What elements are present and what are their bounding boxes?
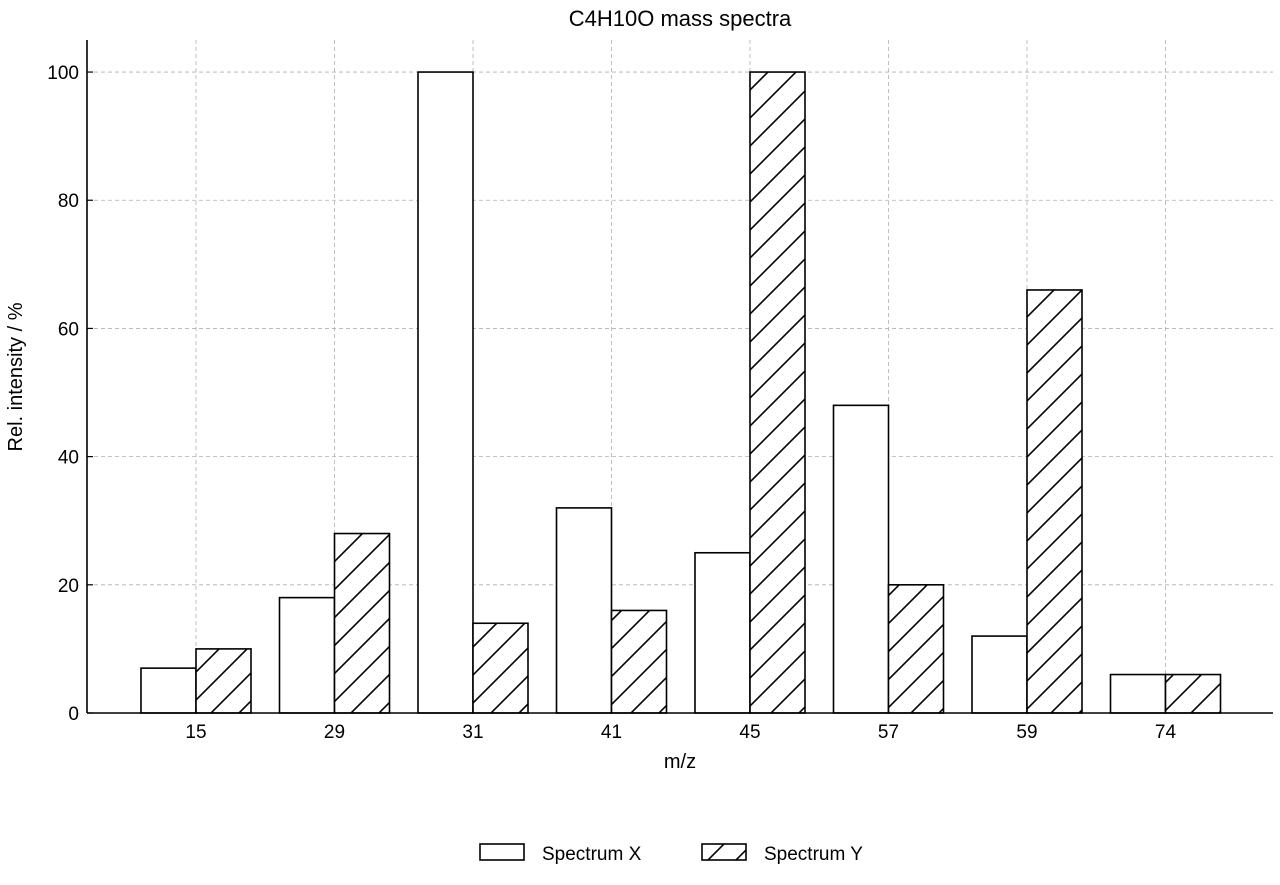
legend-label-1: Spectrum X [542, 844, 642, 865]
bar-spectrum-y-74 [1164, 673, 1222, 714]
bar-spectrum-x-31 [417, 71, 474, 714]
x-tick-label: 59 [1016, 722, 1037, 743]
grid-layer [87, 40, 1273, 713]
bar-spectrum-x-29 [278, 596, 336, 714]
bar-spectrum-y-57 [887, 584, 945, 714]
y-tick-label: 100 [47, 63, 79, 84]
bars-layer [140, 71, 1222, 714]
y-tick-label: 60 [58, 319, 79, 340]
y-tick-label: 0 [68, 704, 79, 725]
bar-spectrum-x-45 [694, 551, 751, 714]
bar-spectrum-x-57 [832, 404, 890, 714]
legend-swatch-2 [701, 843, 747, 861]
legend-swatch-1 [479, 843, 525, 861]
y-tick-label: 80 [58, 191, 79, 212]
legend: Spectrum X Spectrum Y [479, 843, 863, 865]
y-axis-label: Rel. intensity / % [5, 302, 27, 451]
bar-spectrum-y-29 [333, 532, 391, 714]
bar-spectrum-x-15 [140, 667, 197, 714]
bar-spectrum-y-31 [472, 622, 529, 714]
x-tick-label: 31 [462, 722, 483, 743]
axes-layer: 0 20 40 60 80 100 15 29 31 41 45 57 59 74 [47, 40, 1273, 743]
legend-label-2: Spectrum Y [764, 844, 863, 865]
x-tick-label: 45 [739, 722, 760, 743]
x-tick-label: 15 [185, 722, 206, 743]
x-axis-label: m/z [664, 751, 696, 773]
bar-spectrum-y-45 [749, 71, 806, 714]
bar-spectrum-x-41 [555, 507, 613, 714]
y-tick-label: 40 [58, 448, 79, 469]
x-tick-label: 41 [601, 722, 622, 743]
bar-spectrum-y-59 [1026, 289, 1083, 714]
x-tick-label: 29 [324, 722, 345, 743]
x-tick-label: 57 [878, 722, 899, 743]
bar-spectrum-x-74 [1109, 673, 1167, 714]
bar-spectrum-x-59 [971, 635, 1028, 714]
bar-spectrum-y-15 [195, 648, 252, 714]
y-tick-label: 20 [58, 576, 79, 597]
x-tick-label: 74 [1155, 722, 1177, 743]
chart-title: C4H10O mass spectra [569, 6, 792, 31]
bar-spectrum-y-41 [610, 609, 668, 714]
